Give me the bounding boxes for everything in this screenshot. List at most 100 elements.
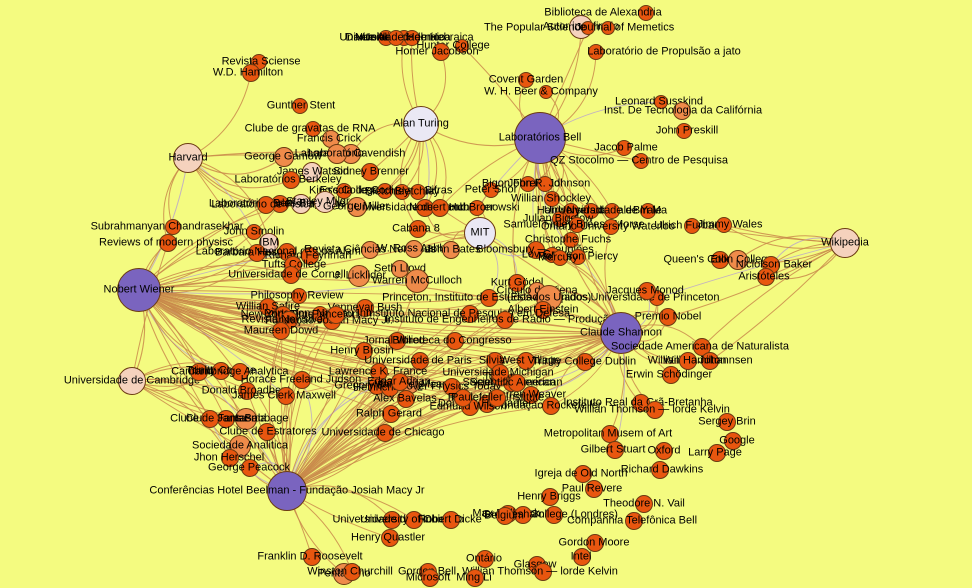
graph-node[interactable]: [405, 269, 429, 293]
graph-node[interactable]: [569, 217, 585, 233]
graph-node[interactable]: [651, 461, 669, 479]
graph-node[interactable]: [242, 64, 260, 82]
graph-node[interactable]: [606, 441, 624, 459]
graph-node[interactable]: [394, 184, 410, 200]
graph-node[interactable]: [410, 184, 426, 200]
graph-node[interactable]: [711, 251, 729, 269]
graph-node[interactable]: [305, 121, 321, 137]
graph-node[interactable]: [581, 21, 595, 35]
graph-node[interactable]: [159, 234, 177, 252]
graph-node[interactable]: [527, 241, 545, 259]
graph-node[interactable]: [173, 143, 203, 173]
graph-node[interactable]: [257, 196, 275, 214]
graph-node[interactable]: [432, 43, 450, 61]
graph-node[interactable]: [508, 374, 526, 392]
graph-node[interactable]: [241, 459, 259, 477]
graph-node[interactable]: [635, 495, 653, 513]
graph-node[interactable]: [638, 5, 654, 21]
graph-node[interactable]: [327, 306, 345, 324]
graph-node[interactable]: [221, 449, 239, 467]
graph-node[interactable]: [662, 366, 680, 384]
graph-node[interactable]: [361, 241, 379, 259]
graph-node[interactable]: [491, 364, 509, 382]
graph-node[interactable]: [431, 199, 449, 217]
graph-node[interactable]: [190, 363, 208, 381]
graph-node[interactable]: [303, 548, 321, 566]
graph-node[interactable]: [537, 176, 553, 192]
graph-node[interactable]: [391, 260, 409, 278]
graph-node[interactable]: [728, 250, 748, 270]
graph-node[interactable]: [646, 401, 664, 419]
graph-node[interactable]: [327, 144, 347, 164]
graph-node[interactable]: [314, 191, 336, 213]
graph-node[interactable]: [267, 471, 307, 511]
graph-node[interactable]: [552, 250, 568, 266]
graph-node[interactable]: [376, 424, 394, 442]
graph-node[interactable]: [377, 183, 393, 199]
graph-node[interactable]: [382, 405, 400, 423]
graph-node[interactable]: [517, 352, 535, 370]
graph-node[interactable]: [684, 218, 700, 234]
graph-node[interactable]: [403, 106, 439, 142]
graph-node[interactable]: [603, 219, 619, 235]
graph-node[interactable]: [757, 268, 775, 286]
graph-node[interactable]: [301, 247, 319, 265]
graph-node[interactable]: [165, 219, 181, 235]
graph-node[interactable]: [405, 511, 423, 529]
graph-node[interactable]: [654, 95, 668, 109]
graph-node[interactable]: [496, 311, 514, 329]
graph-node[interactable]: [302, 162, 322, 182]
graph-node[interactable]: [638, 282, 656, 300]
graph-node[interactable]: [383, 511, 401, 529]
graph-node[interactable]: [534, 301, 552, 319]
graph-node[interactable]: [718, 413, 736, 431]
graph-node[interactable]: [404, 30, 420, 46]
graph-node[interactable]: [291, 194, 311, 214]
graph-node[interactable]: [466, 569, 484, 587]
graph-node[interactable]: [552, 211, 568, 227]
graph-node[interactable]: [397, 390, 415, 408]
graph-node[interactable]: [716, 217, 732, 233]
graph-node[interactable]: [461, 305, 479, 323]
graph-node[interactable]: [361, 163, 379, 181]
graph-node[interactable]: [212, 362, 230, 380]
graph-node[interactable]: [522, 386, 540, 404]
graph-node[interactable]: [520, 176, 536, 192]
graph-node[interactable]: [388, 30, 404, 46]
graph-node[interactable]: [469, 200, 485, 216]
graph-node[interactable]: [411, 352, 429, 370]
graph-node[interactable]: [518, 72, 534, 88]
graph-node[interactable]: [454, 389, 472, 407]
graph-node[interactable]: [246, 224, 262, 240]
graph-node[interactable]: [563, 232, 579, 248]
graph-node[interactable]: [201, 410, 219, 428]
graph-node[interactable]: [496, 507, 514, 525]
graph-node[interactable]: [347, 197, 367, 217]
graph-node[interactable]: [293, 371, 311, 389]
graph-node[interactable]: [545, 506, 563, 524]
graph-node[interactable]: [348, 265, 370, 287]
graph-node[interactable]: [291, 288, 307, 304]
graph-node[interactable]: [724, 432, 742, 450]
graph-node[interactable]: [600, 312, 642, 354]
graph-node[interactable]: [673, 102, 691, 120]
graph-node[interactable]: [574, 465, 592, 483]
graph-node[interactable]: [534, 563, 552, 581]
graph-node[interactable]: [585, 480, 603, 498]
graph-node[interactable]: [830, 228, 860, 258]
graph-node[interactable]: [514, 112, 566, 164]
graph-node[interactable]: [356, 299, 374, 317]
graph-node[interactable]: [277, 387, 295, 405]
graph-node[interactable]: [272, 322, 290, 340]
graph-node[interactable]: [455, 39, 469, 53]
graph-node[interactable]: [573, 548, 591, 566]
graph-node[interactable]: [625, 512, 643, 530]
graph-node[interactable]: [541, 488, 559, 506]
graph-node[interactable]: [640, 203, 656, 219]
graph-node[interactable]: [701, 352, 719, 370]
graph-node[interactable]: [483, 182, 499, 198]
graph-node[interactable]: [539, 85, 553, 99]
graph-node[interactable]: [355, 342, 373, 360]
graph-node[interactable]: [542, 397, 560, 415]
graph-node[interactable]: [488, 389, 506, 407]
